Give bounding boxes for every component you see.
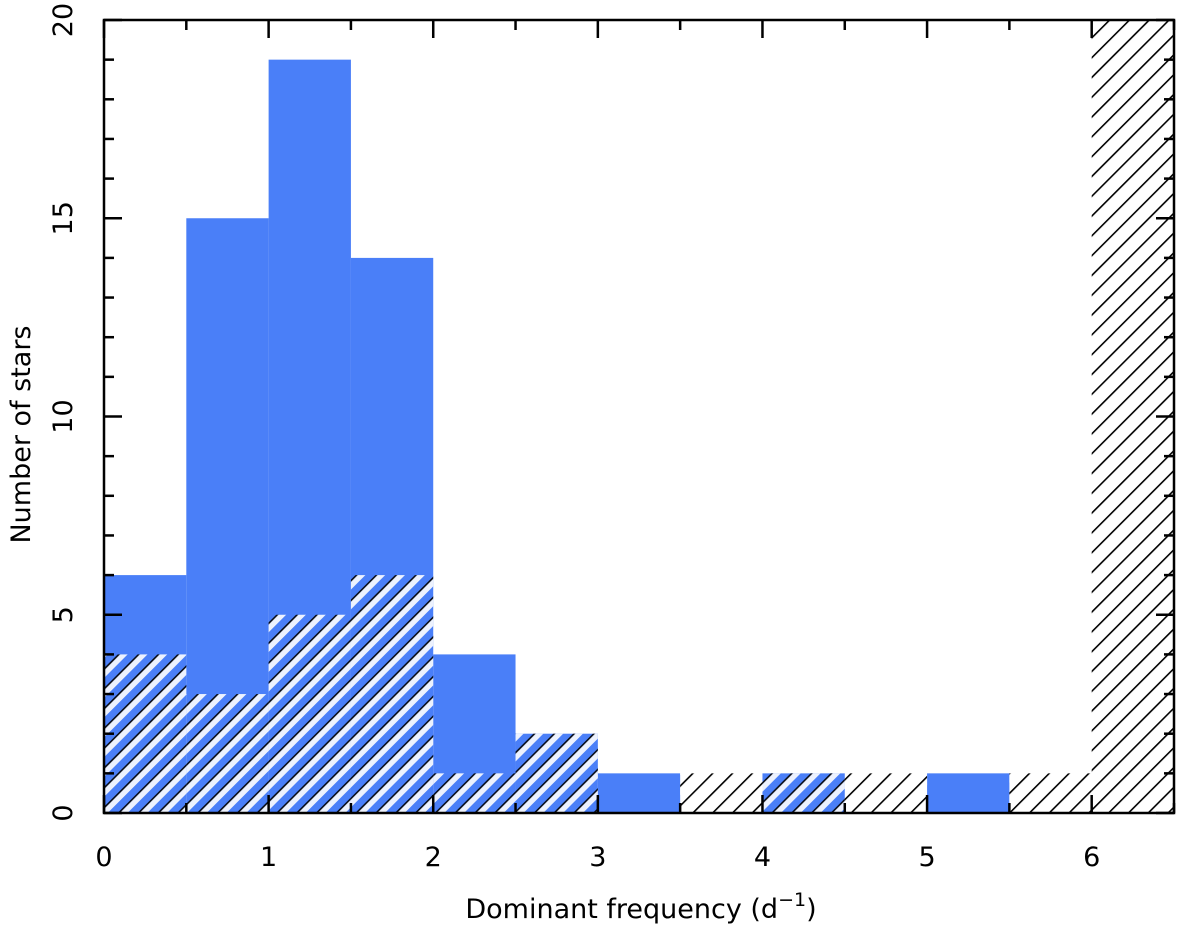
bar-hatched [515,733,598,813]
y-tick-label: 5 [48,606,79,623]
bar-hatched [268,614,351,813]
bar-hatched [350,575,434,813]
bar-hatched [186,694,269,813]
x-tick-label: 2 [425,842,442,873]
bar-solid [927,773,1010,813]
y-tick-label: 15 [48,201,79,235]
y-tick-label: 10 [48,399,79,433]
bar-hatched [762,773,845,813]
x-axis-title-suffix: ) [806,894,817,925]
x-tick-label: 5 [918,842,935,873]
x-axis-title: Dominant frequency (d−1) [465,889,816,925]
x-axis-title-main: Dominant frequency (d [465,894,778,925]
y-tick-labels: 0 5 10 15 20 [48,3,79,822]
bar-hatched [844,773,928,813]
bar-solid [597,773,681,813]
axis-ticks [102,18,1176,815]
y-tick-label: 20 [48,3,79,37]
bar-hatched [433,773,516,813]
bar-hatched [1009,773,1092,813]
x-tick-labels: 0 1 2 3 4 5 6 [95,842,1100,873]
bar-hatched [104,654,187,813]
x-tick-label: 6 [1083,842,1100,873]
x-tick-label: 4 [754,842,771,873]
y-tick-label: 0 [48,804,79,821]
x-tick-label: 1 [260,842,277,873]
x-tick-label: 3 [589,842,606,873]
y-axis-title: Number of stars [6,325,37,543]
bar-hatched [680,773,763,813]
x-axis-title-superscript: −1 [778,889,806,911]
x-tick-label: 0 [95,842,112,873]
